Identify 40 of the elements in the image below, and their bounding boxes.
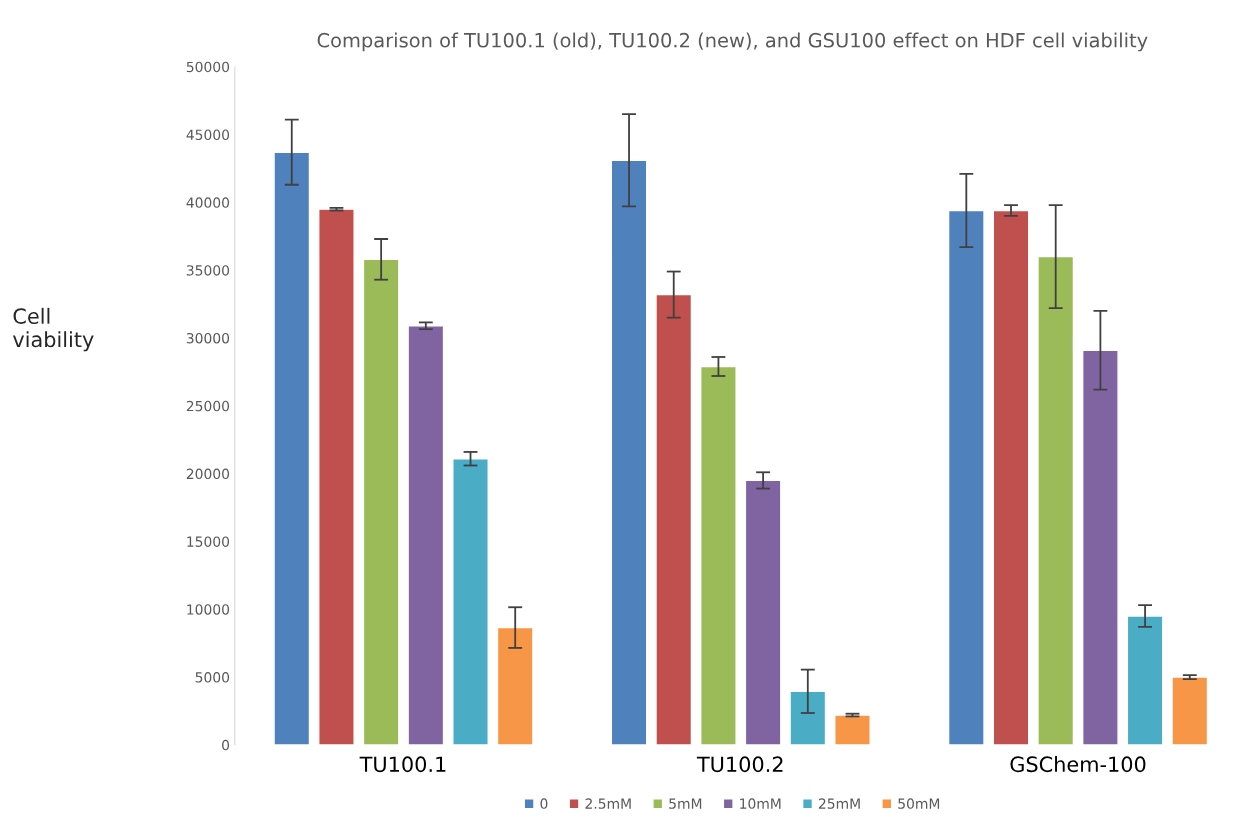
bar <box>992 209 1030 745</box>
bar <box>362 258 400 745</box>
bar <box>655 293 693 745</box>
bar <box>610 159 648 745</box>
bar <box>1037 255 1075 745</box>
y-tick-label: 5000 <box>195 672 230 683</box>
y-tick-label: 25000 <box>186 400 230 412</box>
bar <box>1171 676 1209 745</box>
chart-title: Comparison of TU100.1 (old), TU100.2 (new), and GSU100 effect on HDF cell viability <box>317 32 1148 52</box>
bar <box>947 209 985 745</box>
x-tick-label: TU100.2 <box>696 756 783 773</box>
legend-label: 50mM <box>898 798 940 809</box>
y-tick-label: 10000 <box>187 604 230 615</box>
bar <box>452 458 489 745</box>
bar <box>1081 349 1119 745</box>
legend-label: 5mM <box>669 798 702 809</box>
y-axis-title: Cell viability <box>12 307 94 352</box>
x-tick-label: GSChem-100 <box>1010 756 1146 773</box>
bar <box>496 626 534 745</box>
bar <box>273 151 311 745</box>
bar <box>744 479 782 745</box>
bar <box>1126 615 1164 745</box>
y-tick-label: 30000 <box>186 332 230 344</box>
y-tick-label: 50000 <box>186 61 230 73</box>
y-tick-label: 45000 <box>186 129 230 141</box>
x-tick-label: TU100.1 <box>359 756 446 773</box>
bar <box>834 714 871 745</box>
y-tick-label: 0 <box>222 739 230 751</box>
y-tick-label: 15000 <box>187 536 230 547</box>
y-tick-label: 20000 <box>186 468 230 480</box>
bar <box>700 365 737 745</box>
y-tick-label: 40000 <box>186 197 230 208</box>
legend-label: 2.5mM <box>585 798 631 809</box>
y-tick-label: 35000 <box>186 265 230 276</box>
legend-label: 0 <box>540 798 548 809</box>
bar <box>407 325 445 745</box>
bar <box>789 690 827 745</box>
legend-label: 10mM <box>740 798 781 809</box>
bar <box>318 208 355 745</box>
legend-label: 25mM <box>818 798 860 809</box>
